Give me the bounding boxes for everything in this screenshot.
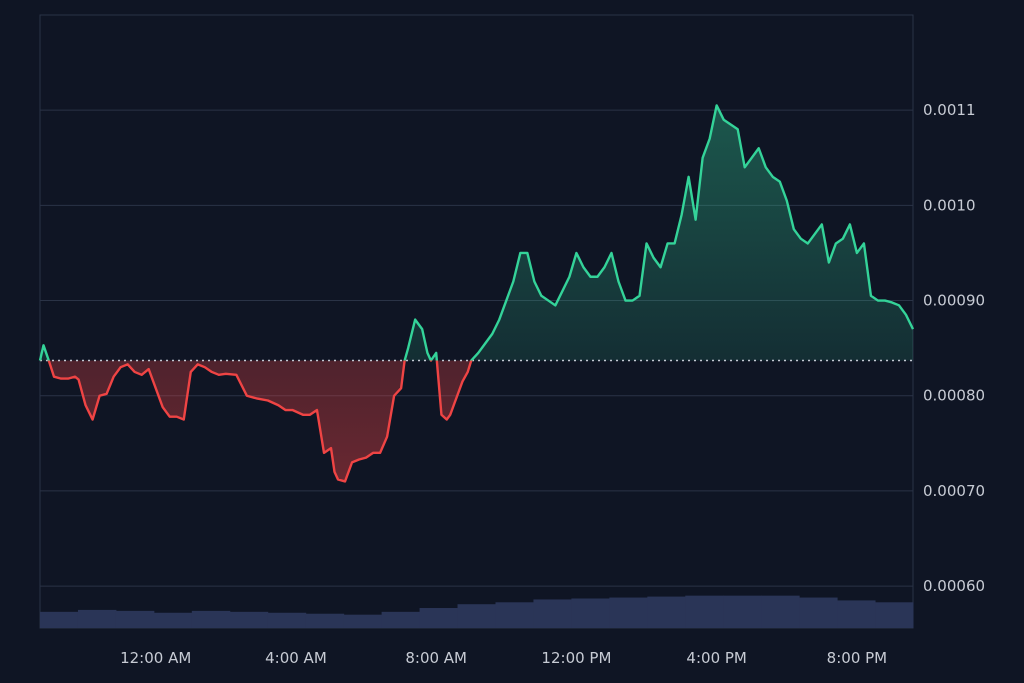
volume-bar: [457, 604, 496, 628]
volume-bar: [305, 613, 345, 628]
volume-bar: [723, 595, 762, 628]
y-tick-label: 0.0010: [923, 196, 976, 214]
volume-bar: [267, 612, 307, 628]
x-tick-label: 12:00 PM: [541, 649, 611, 667]
volume-bar: [40, 611, 79, 628]
y-tick-label: 0.00060: [923, 577, 985, 595]
volume-bar: [419, 608, 459, 628]
volume-bar: [77, 609, 117, 628]
volume-bar: [799, 597, 838, 628]
volume-bar: [609, 597, 648, 628]
price-lines: [38, 104, 915, 483]
volume-bars: [40, 595, 914, 628]
area-below-baseline: [40, 360, 913, 482]
x-tick-label: 4:00 AM: [265, 649, 327, 667]
volume-bar: [343, 614, 383, 628]
area-fills: [40, 105, 913, 482]
y-tick-label: 0.00080: [923, 387, 985, 405]
volume-bar: [875, 602, 914, 628]
area-above-baseline: [40, 105, 913, 361]
volume-bar: [495, 602, 534, 628]
y-tick-label: 0.00090: [923, 292, 985, 310]
volume-bar: [647, 596, 686, 628]
y-tick-label: 0.00070: [923, 482, 985, 500]
x-tick-label: 8:00 PM: [827, 649, 887, 667]
volume-bar: [153, 612, 193, 628]
volume-bar: [837, 600, 876, 628]
volume-bar: [533, 599, 572, 628]
price-line-above: [38, 104, 915, 361]
x-axis-ticks: 12:00 AM 4:00 AM 8:00 AM 12:00 PM 4:00 PM 8:0…: [120, 649, 887, 667]
volume-bar: [229, 611, 269, 628]
volume-bar: [571, 598, 610, 628]
volume-bar: [115, 610, 155, 628]
volume-bar: [685, 595, 724, 628]
x-tick-label: 8:00 AM: [405, 649, 467, 667]
price-line-below: [39, 360, 473, 483]
y-axis-ticks: 0.0011 0.0010 0.00090 0.00080 0.00070 0.00060: [923, 101, 985, 595]
volume-bar: [761, 595, 800, 628]
volume-bar: [381, 611, 421, 628]
x-tick-label: 12:00 AM: [120, 649, 191, 667]
x-tick-label: 4:00 PM: [686, 649, 746, 667]
volume-bar: [191, 610, 231, 628]
y-tick-label: 0.0011: [923, 101, 976, 119]
